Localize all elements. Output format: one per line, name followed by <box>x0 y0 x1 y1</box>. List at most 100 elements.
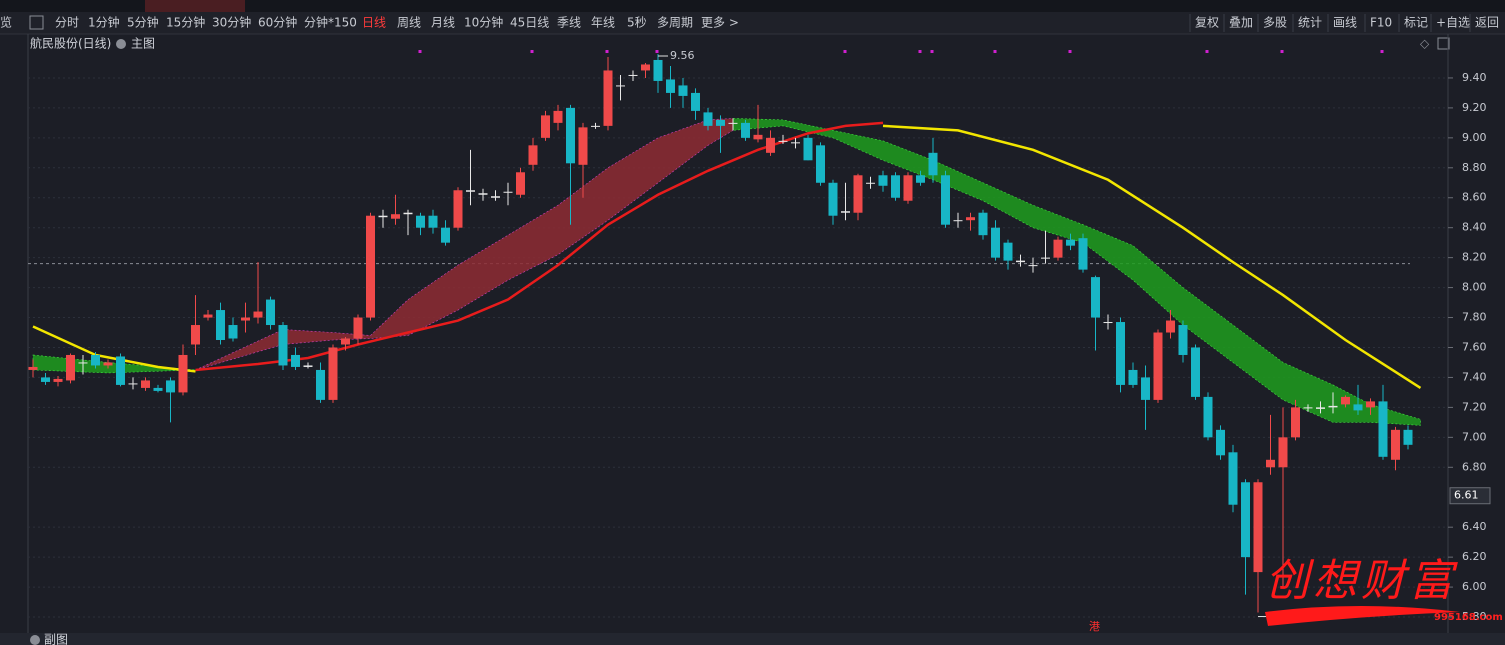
period-button[interactable]: 5秒 <box>627 16 647 30</box>
tool-button[interactable]: 叠加 <box>1229 16 1253 30</box>
sub-panel-bar <box>0 633 1505 645</box>
candle-body <box>291 354 300 367</box>
candle-body <box>216 310 225 340</box>
sub-panel-icon[interactable] <box>30 635 40 645</box>
period-button[interactable]: 1分钟 <box>88 15 120 30</box>
candle-body <box>41 377 50 382</box>
tool-button[interactable]: +自选 <box>1436 16 1470 30</box>
tool-button[interactable]: 标记 <box>1404 16 1428 30</box>
candle-body <box>1278 437 1288 468</box>
left-tab[interactable]: 览 <box>0 15 12 30</box>
toolbar-toggle[interactable] <box>29 15 44 30</box>
period-button[interactable]: 更多 > <box>701 16 739 30</box>
period-button[interactable]: 45日线 <box>510 16 549 30</box>
candle-body <box>953 220 963 222</box>
candle-body <box>91 354 100 366</box>
period-button[interactable]: 60分钟 <box>258 15 297 30</box>
candle-body <box>391 214 400 219</box>
candle-body <box>1241 482 1250 558</box>
candle-body <box>141 380 150 388</box>
window-icon[interactable] <box>1437 37 1450 50</box>
candle-body <box>116 356 125 385</box>
candle-body <box>191 325 200 345</box>
panel-icon[interactable] <box>116 39 126 49</box>
candle-body <box>753 134 763 140</box>
candle-body <box>1128 369 1138 385</box>
y-tick-label: 9.00 <box>1462 131 1487 144</box>
candle-body <box>928 152 938 176</box>
candle-body <box>266 299 275 326</box>
tool-button[interactable]: 返回 <box>1475 16 1499 30</box>
candle-body <box>228 325 238 339</box>
tool-button[interactable]: F10 <box>1370 16 1392 30</box>
ma-band <box>732 118 1421 426</box>
y-tick-label: 7.40 <box>1462 370 1487 383</box>
y-tick-label: 7.80 <box>1462 311 1487 324</box>
candle-body <box>491 196 500 198</box>
period-button[interactable]: 10分钟 <box>464 15 503 30</box>
candle-body <box>516 172 525 195</box>
period-button[interactable]: 分钟*150 <box>304 15 357 30</box>
candle-body <box>78 362 88 364</box>
candle-body <box>1153 332 1163 400</box>
candle-body <box>978 212 988 236</box>
price-annotation: 9.56 <box>670 49 695 62</box>
candle-body <box>966 217 975 221</box>
candle-body <box>1341 396 1350 405</box>
candle-body <box>1116 322 1125 385</box>
tool-button[interactable]: 统计 <box>1298 16 1322 30</box>
y-tick-label: 5.80 <box>1462 610 1487 623</box>
active-tab[interactable] <box>145 0 245 12</box>
candle-body <box>353 317 363 339</box>
candle-body <box>28 366 38 370</box>
signal-dot <box>1068 50 1072 53</box>
candle-body <box>741 122 750 138</box>
candle-body <box>316 369 325 400</box>
signal-dot <box>918 50 922 53</box>
candle-body <box>66 354 75 381</box>
candle-body <box>691 92 700 111</box>
candle-body <box>903 175 913 201</box>
period-button[interactable]: 多周期 <box>657 16 693 30</box>
period-button[interactable]: 季线 <box>557 16 581 30</box>
period-button[interactable]: 日线 <box>362 16 386 30</box>
diamond-icon[interactable]: ◇ <box>1420 37 1430 51</box>
period-button[interactable]: 月线 <box>431 16 455 30</box>
candle-body <box>1266 459 1275 468</box>
candle-body <box>1041 257 1050 259</box>
candle-body <box>241 317 250 321</box>
candle-body <box>466 190 475 192</box>
signal-dot <box>1205 50 1209 53</box>
period-button[interactable]: 分时 <box>55 16 79 30</box>
period-button[interactable]: 15分钟 <box>166 15 205 30</box>
candle-body <box>541 115 550 138</box>
tool-button[interactable]: 多股 <box>1263 16 1287 30</box>
candle-body <box>366 215 375 318</box>
candle-body <box>103 362 113 366</box>
candle-body <box>441 227 450 243</box>
y-tick-label: 8.40 <box>1462 221 1487 234</box>
candle-body <box>1228 452 1238 505</box>
last-price-label: 6.61 <box>1454 489 1479 502</box>
candle-body <box>1078 238 1088 270</box>
chart-title: 航民股份(日线) <box>30 36 111 51</box>
tool-button[interactable]: 复权 <box>1195 16 1219 30</box>
candle-body <box>1066 239 1075 246</box>
period-button[interactable]: 年线 <box>591 16 615 30</box>
tab-strip <box>0 0 1505 12</box>
period-button[interactable]: 周线 <box>397 16 421 30</box>
panel-label[interactable]: 主图 <box>131 37 155 51</box>
sub-panel-label[interactable]: 副图 <box>44 633 68 645</box>
candle-body <box>703 112 713 126</box>
candle-body <box>828 182 838 216</box>
candle-body <box>628 74 638 76</box>
candle-body <box>916 175 925 183</box>
signal-dot <box>1280 50 1284 53</box>
period-button[interactable]: 5分钟 <box>127 15 159 30</box>
period-button[interactable]: 30分钟 <box>212 15 251 30</box>
y-tick-label: 8.00 <box>1462 281 1487 294</box>
candle-body <box>866 182 875 184</box>
candle-body <box>1391 429 1400 460</box>
tool-button[interactable]: 画线 <box>1333 16 1357 30</box>
